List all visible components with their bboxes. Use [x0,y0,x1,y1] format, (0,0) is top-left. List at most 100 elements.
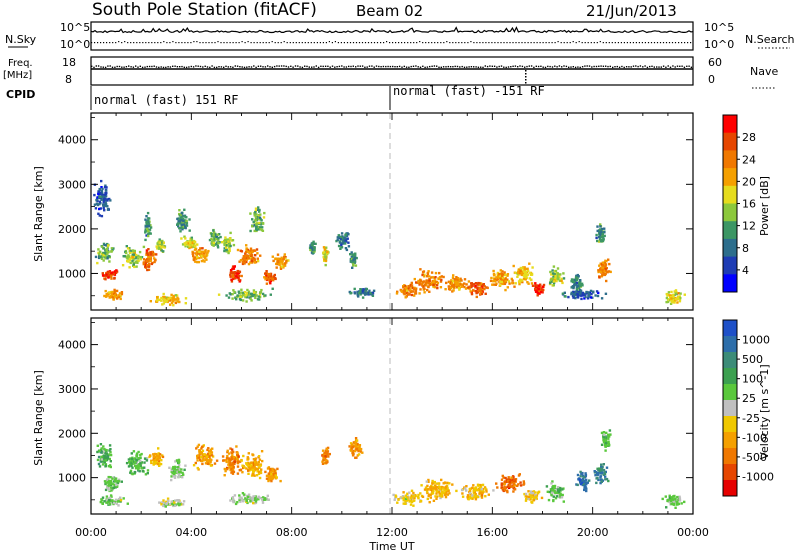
velocity-cell [513,484,516,487]
power-cell [183,208,186,211]
velocity-cell [163,504,166,507]
velocity-cell [355,456,358,459]
nsearch-dot [530,42,532,44]
velocity-cell [273,476,276,479]
nave-dot [505,66,507,69]
velocity-cell [166,497,170,500]
power-cell [133,249,136,253]
power-cell [105,273,108,276]
power-cell [577,275,580,278]
power-cell [554,269,558,273]
power-cell [162,292,165,296]
power-cell [531,284,535,287]
power-cell [348,290,351,294]
power-cell [145,251,148,254]
nsearch-dot [172,41,174,43]
velocity-cell [532,498,536,502]
velocity-cell [129,469,133,472]
power-cell [278,260,281,263]
power-cell [181,228,184,231]
velocity-cell [99,448,103,452]
velocity-cell [110,495,113,498]
nave-dot [452,66,454,68]
nsearch-label: N.Search [745,33,795,46]
nave-dot [459,66,461,68]
nave-dot [579,66,581,69]
power-cell [421,282,424,286]
velocity-cell [261,501,265,504]
velocity-cell [135,452,139,455]
power-cell [109,295,112,298]
velocity-cell [511,475,515,478]
power-cell [326,250,329,254]
velocity-cell [440,495,443,498]
velocity-cell [183,468,186,471]
nave-dot [294,65,297,67]
velocity-cell [267,474,271,477]
power-cell [512,264,515,268]
power-cell [677,292,680,295]
velocity-cell [393,498,396,501]
power-cell [258,295,262,299]
power-cell [277,260,280,264]
nave-dot [586,65,588,67]
velocity-cell [215,459,219,462]
velocity-cell [138,464,141,468]
power-cell [264,294,267,297]
power-cell [683,293,686,296]
velocity-cell [108,496,112,500]
power-cell [102,259,105,262]
power-cell [110,275,113,278]
velocity-colorbar-frame [722,319,738,497]
power-cell [258,221,261,225]
power-cell [158,238,161,241]
power-cell [449,285,452,289]
velocity-cell [248,467,252,470]
power-colorbar-tick-label: 20 [742,175,756,188]
velocity-cell [503,482,506,486]
power-cell [105,248,108,251]
nave-dot [202,66,204,68]
power-cell [480,292,484,296]
power-cell [142,261,145,264]
power-cell [227,251,230,255]
nave-dot [174,65,176,67]
freq-tick-top: 18 [62,56,76,69]
velocity-cell [435,482,438,485]
velocity-cell [276,467,279,471]
nsearch-dot [268,42,270,44]
power-cell [94,255,98,259]
power-cell [162,250,165,253]
power-cell [674,297,677,301]
power-cell [263,211,266,215]
power-cell [104,203,108,206]
power-cell [579,284,582,287]
power-colorbar-swatch [723,274,737,293]
nsearch-dot [413,42,415,44]
velocity-cell [174,460,177,463]
velocity-cell [604,478,607,481]
power-cell [172,296,175,300]
x-tick-label: 12:00 [376,526,408,539]
nsearch-dot [476,42,478,44]
nave-dot [574,66,577,69]
velocity-cell [230,463,233,466]
power-cell [246,296,249,299]
velocity-cell [356,442,359,446]
power-cell [249,253,252,256]
velocity-cell [96,450,99,454]
power-cell [365,287,368,291]
nave-dot [137,66,139,68]
power-cell [232,243,236,247]
velocity-cell [201,462,204,466]
power-cell [195,250,199,253]
velocity-cell [198,453,201,456]
power-cell [595,290,599,293]
velocity-cell [119,499,123,502]
power-cell [600,231,603,235]
velocity-cell [502,476,505,479]
velocity-cell [196,445,199,448]
power-cell [451,276,455,279]
velocity-cell [405,496,409,499]
velocity-cell [105,482,108,485]
